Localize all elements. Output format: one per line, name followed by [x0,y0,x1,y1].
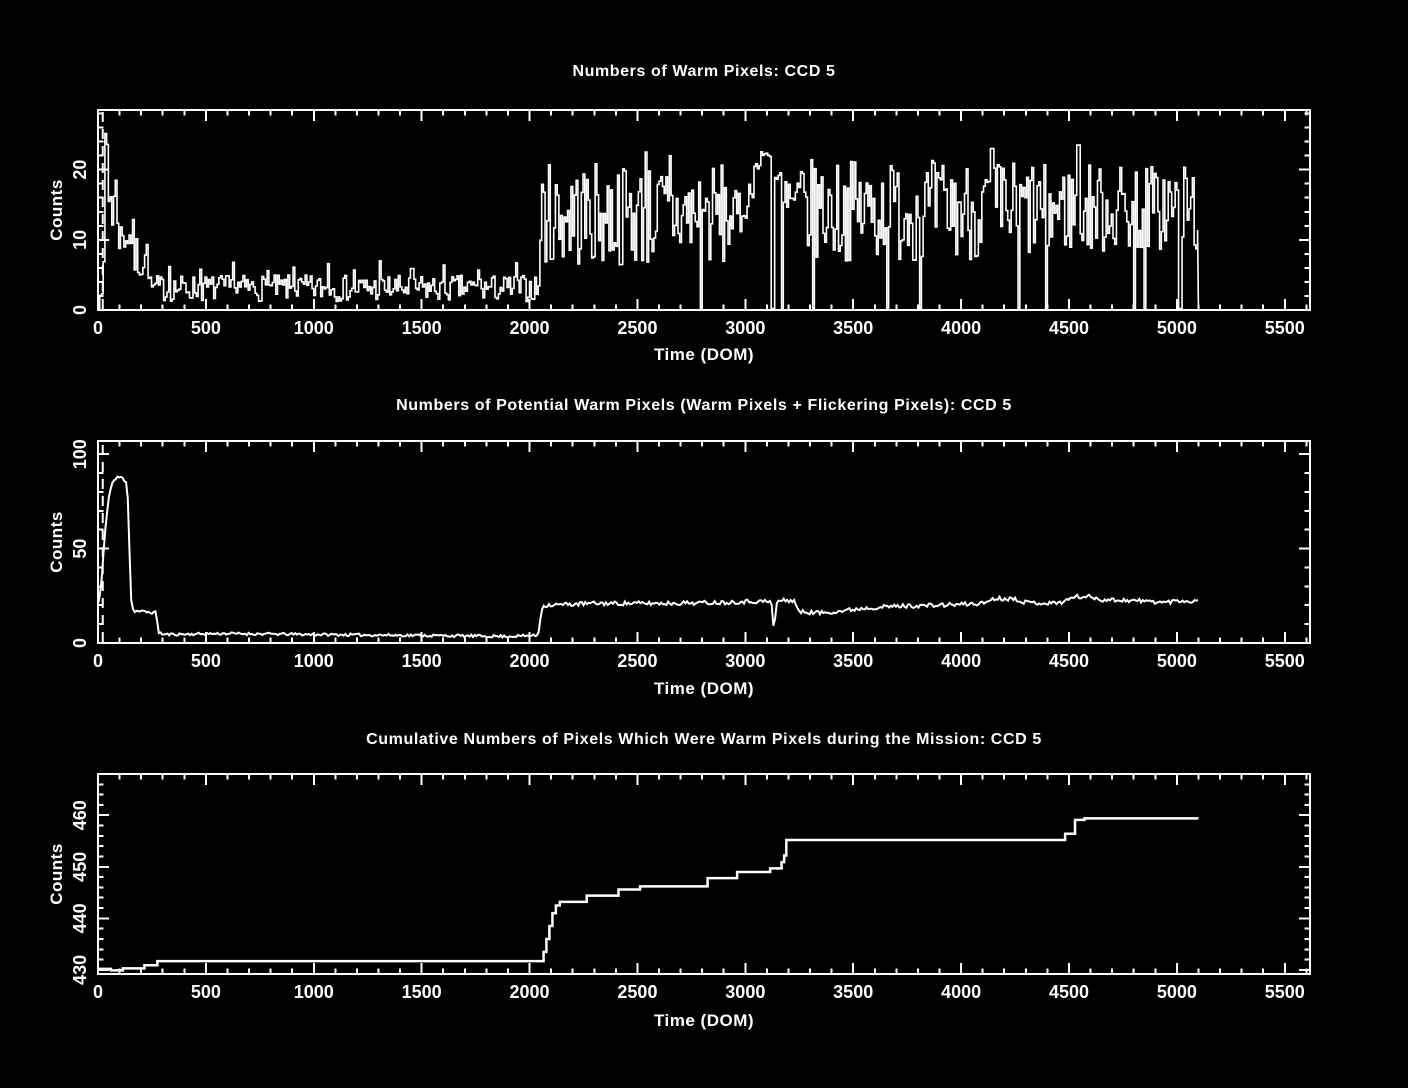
svg-text:3500: 3500 [833,651,873,671]
svg-text:4000: 4000 [941,982,981,1002]
svg-text:3000: 3000 [725,982,765,1002]
svg-text:500: 500 [191,982,221,1002]
svg-text:460: 460 [70,800,90,830]
svg-text:5500: 5500 [1265,318,1305,338]
svg-text:4000: 4000 [941,651,981,671]
svg-text:500: 500 [191,318,221,338]
chart2-title: Numbers of Potential Warm Pixels (Warm P… [396,397,1012,414]
svg-text:500: 500 [191,651,221,671]
chart3-y-axis-label: Counts [47,843,66,905]
svg-text:2000: 2000 [510,651,550,671]
svg-text:1500: 1500 [402,651,442,671]
svg-text:440: 440 [70,903,90,933]
svg-text:4000: 4000 [941,318,981,338]
svg-text:10: 10 [70,230,90,250]
chart2-x-axis-label: Time (DOM) [653,679,755,698]
svg-text:1500: 1500 [402,318,442,338]
svg-text:430: 430 [70,955,90,985]
chart3-x-axis-label: Time (DOM) [653,1011,755,1030]
svg-text:5500: 5500 [1265,651,1305,671]
svg-text:2500: 2500 [617,318,657,338]
chart1-x-axis-label: Time (DOM) [653,345,755,364]
svg-text:4500: 4500 [1049,318,1089,338]
svg-text:5000: 5000 [1157,318,1197,338]
svg-text:1000: 1000 [294,651,334,671]
svg-text:5500: 5500 [1265,982,1305,1002]
chart3-title: Cumulative Numbers of Pixels Which Were … [366,731,1042,748]
svg-text:1000: 1000 [294,318,334,338]
svg-text:3000: 3000 [725,318,765,338]
svg-text:450: 450 [70,852,90,882]
svg-text:100: 100 [70,439,90,469]
svg-text:2000: 2000 [510,982,550,1002]
svg-text:5000: 5000 [1157,982,1197,1002]
chart1-y-axis-label: Counts [47,179,66,241]
svg-text:0: 0 [93,318,103,338]
svg-text:2500: 2500 [617,982,657,1002]
svg-text:50: 50 [70,539,90,559]
svg-text:20: 20 [70,160,90,180]
svg-text:4500: 4500 [1049,982,1089,1002]
chart1-title: Numbers of Warm Pixels: CCD 5 [572,63,836,80]
svg-text:3500: 3500 [833,318,873,338]
svg-text:3000: 3000 [725,651,765,671]
svg-text:1000: 1000 [294,982,334,1002]
svg-text:2500: 2500 [617,651,657,671]
svg-text:0: 0 [70,305,90,315]
svg-text:2000: 2000 [510,318,550,338]
svg-text:3500: 3500 [833,982,873,1002]
svg-text:0: 0 [70,638,90,648]
svg-text:0: 0 [93,982,103,1002]
svg-text:4500: 4500 [1049,651,1089,671]
svg-text:0: 0 [93,651,103,671]
svg-text:1500: 1500 [402,982,442,1002]
chart2-y-axis-label: Counts [47,511,66,573]
svg-text:5000: 5000 [1157,651,1197,671]
